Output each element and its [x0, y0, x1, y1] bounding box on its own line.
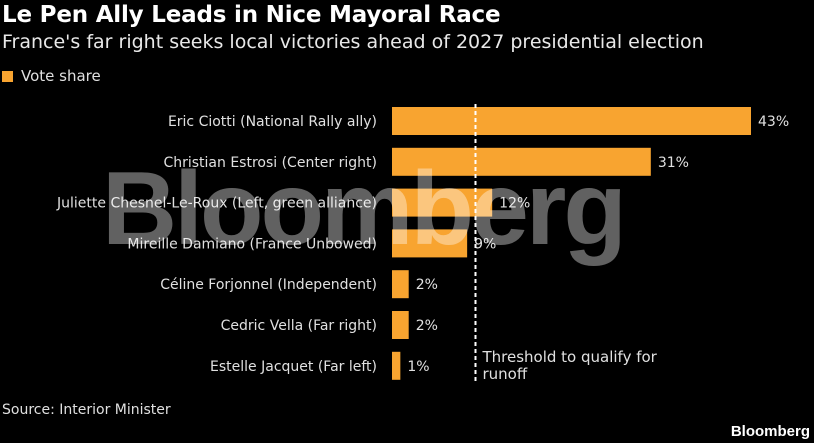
bar: [392, 229, 468, 258]
watermark: Bloomberg: [102, 151, 624, 267]
value-label: 2%: [416, 277, 438, 293]
category-label: Juliette Chesnel-Le-Roux (Left, green al…: [56, 196, 377, 212]
category-label: Mireille Damiano (France Unbowed): [127, 236, 377, 252]
value-label: 2%: [416, 318, 438, 334]
bar: [392, 351, 401, 380]
legend-swatch: [2, 70, 13, 82]
bars-layer: Eric Ciotti (National Rally ally) 43% Chri…: [56, 107, 789, 380]
threshold-layer: Threshold to qualify for runoff: [474, 104, 658, 383]
category-label: Christian Estrosi (Center right): [163, 155, 377, 171]
bar: [392, 107, 751, 135]
category-label: Céline Forjonnel (Independent): [160, 277, 377, 293]
chart-title: Le Pen Ally Leads in Nice Mayoral Race: [2, 2, 501, 28]
threshold-label: Threshold to qualify for runoff: [481, 348, 657, 383]
value-label: 1%: [407, 359, 429, 375]
bar: [392, 147, 651, 176]
value-label: 12%: [499, 196, 530, 212]
legend-label: Vote share: [21, 67, 101, 85]
chart-subtitle: France's far right seeks local victories…: [2, 31, 704, 53]
brand-logo: Bloomberg: [730, 423, 810, 440]
value-label: 9%: [474, 236, 496, 252]
category-label: Estelle Jacquet (Far left): [210, 359, 377, 375]
category-label: Cedric Vella (Far right): [221, 318, 377, 334]
category-label: Eric Ciotti (National Rally ally): [168, 114, 377, 130]
source-note: Source: Interior Minister: [2, 402, 171, 418]
value-label: 31%: [658, 155, 689, 171]
value-label: 43%: [758, 114, 789, 130]
bar: [392, 270, 409, 299]
bar: [392, 311, 409, 339]
legend: Vote share: [2, 67, 101, 85]
